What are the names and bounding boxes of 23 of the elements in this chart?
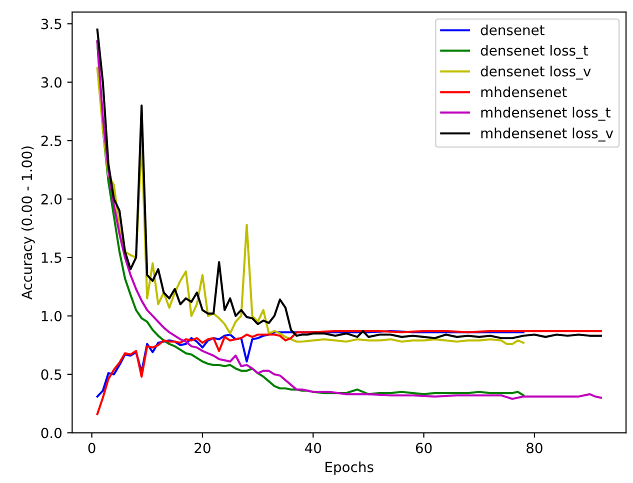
legend-label: mhdensenet loss_t — [481, 106, 610, 121]
y-tick-label: 0.0 — [41, 428, 62, 438]
y-tick-label: 2.5 — [41, 136, 62, 146]
y-tick-label: 1.0 — [42, 310, 62, 322]
x-tick-label: 0 — [88, 442, 96, 454]
x-tick-label: 80 — [526, 442, 542, 454]
legend-label: densenet loss_v — [480, 66, 591, 80]
y-tick-label: 3.0 — [41, 77, 62, 88]
legend-label: densenet loss_t — [480, 44, 588, 59]
x-axis-title: Epochs — [326, 461, 374, 475]
y-tick-label: 0.5 — [41, 369, 62, 380]
y-tick-label: 1.5 — [42, 252, 62, 263]
y-axis-title: Accuracy (0.00 - 1.00) — [21, 146, 35, 300]
y-tick-label: 3.5 — [41, 18, 62, 30]
legend-label: mhdensenet loss_v — [481, 128, 614, 142]
x-tick-label: 20 — [194, 442, 210, 454]
y-tick-label: 2.0 — [41, 194, 62, 205]
legend-label: densenet — [480, 24, 544, 36]
legend-label: mhdensenet — [481, 86, 567, 98]
line-series — [96, 330, 524, 398]
x-tick-label: 40 — [304, 442, 322, 454]
line-series — [96, 330, 602, 416]
x-tick-label: 60 — [416, 442, 432, 454]
